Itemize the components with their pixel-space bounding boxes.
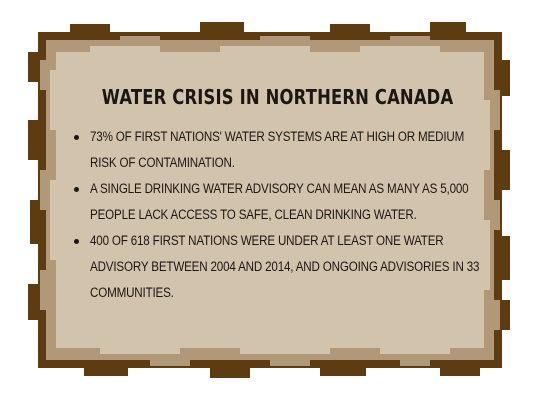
list-item: 73% of First Nations' water systems are … bbox=[64, 124, 484, 176]
card-title: WATER CRISIS IN NORTHERN CANADA bbox=[101, 85, 454, 109]
fact-text: 73% of First Nations' water systems are … bbox=[90, 129, 465, 170]
list-item: A single drinking water advisory can mea… bbox=[64, 176, 484, 228]
bullet-icon bbox=[74, 187, 79, 192]
card-content: WATER CRISIS IN NORTHERN CANADA 73% of F… bbox=[64, 82, 484, 318]
list-item: 400 of 618 First Nations were under at l… bbox=[64, 228, 484, 306]
fact-text: A single drinking water advisory can mea… bbox=[90, 181, 469, 222]
facts-list: 73% of First Nations' water systems are … bbox=[64, 124, 484, 306]
panel bbox=[50, 46, 490, 354]
bullet-icon bbox=[74, 239, 79, 244]
fact-text: 400 of 618 First Nations were under at l… bbox=[90, 233, 480, 300]
bullet-icon bbox=[74, 135, 79, 140]
